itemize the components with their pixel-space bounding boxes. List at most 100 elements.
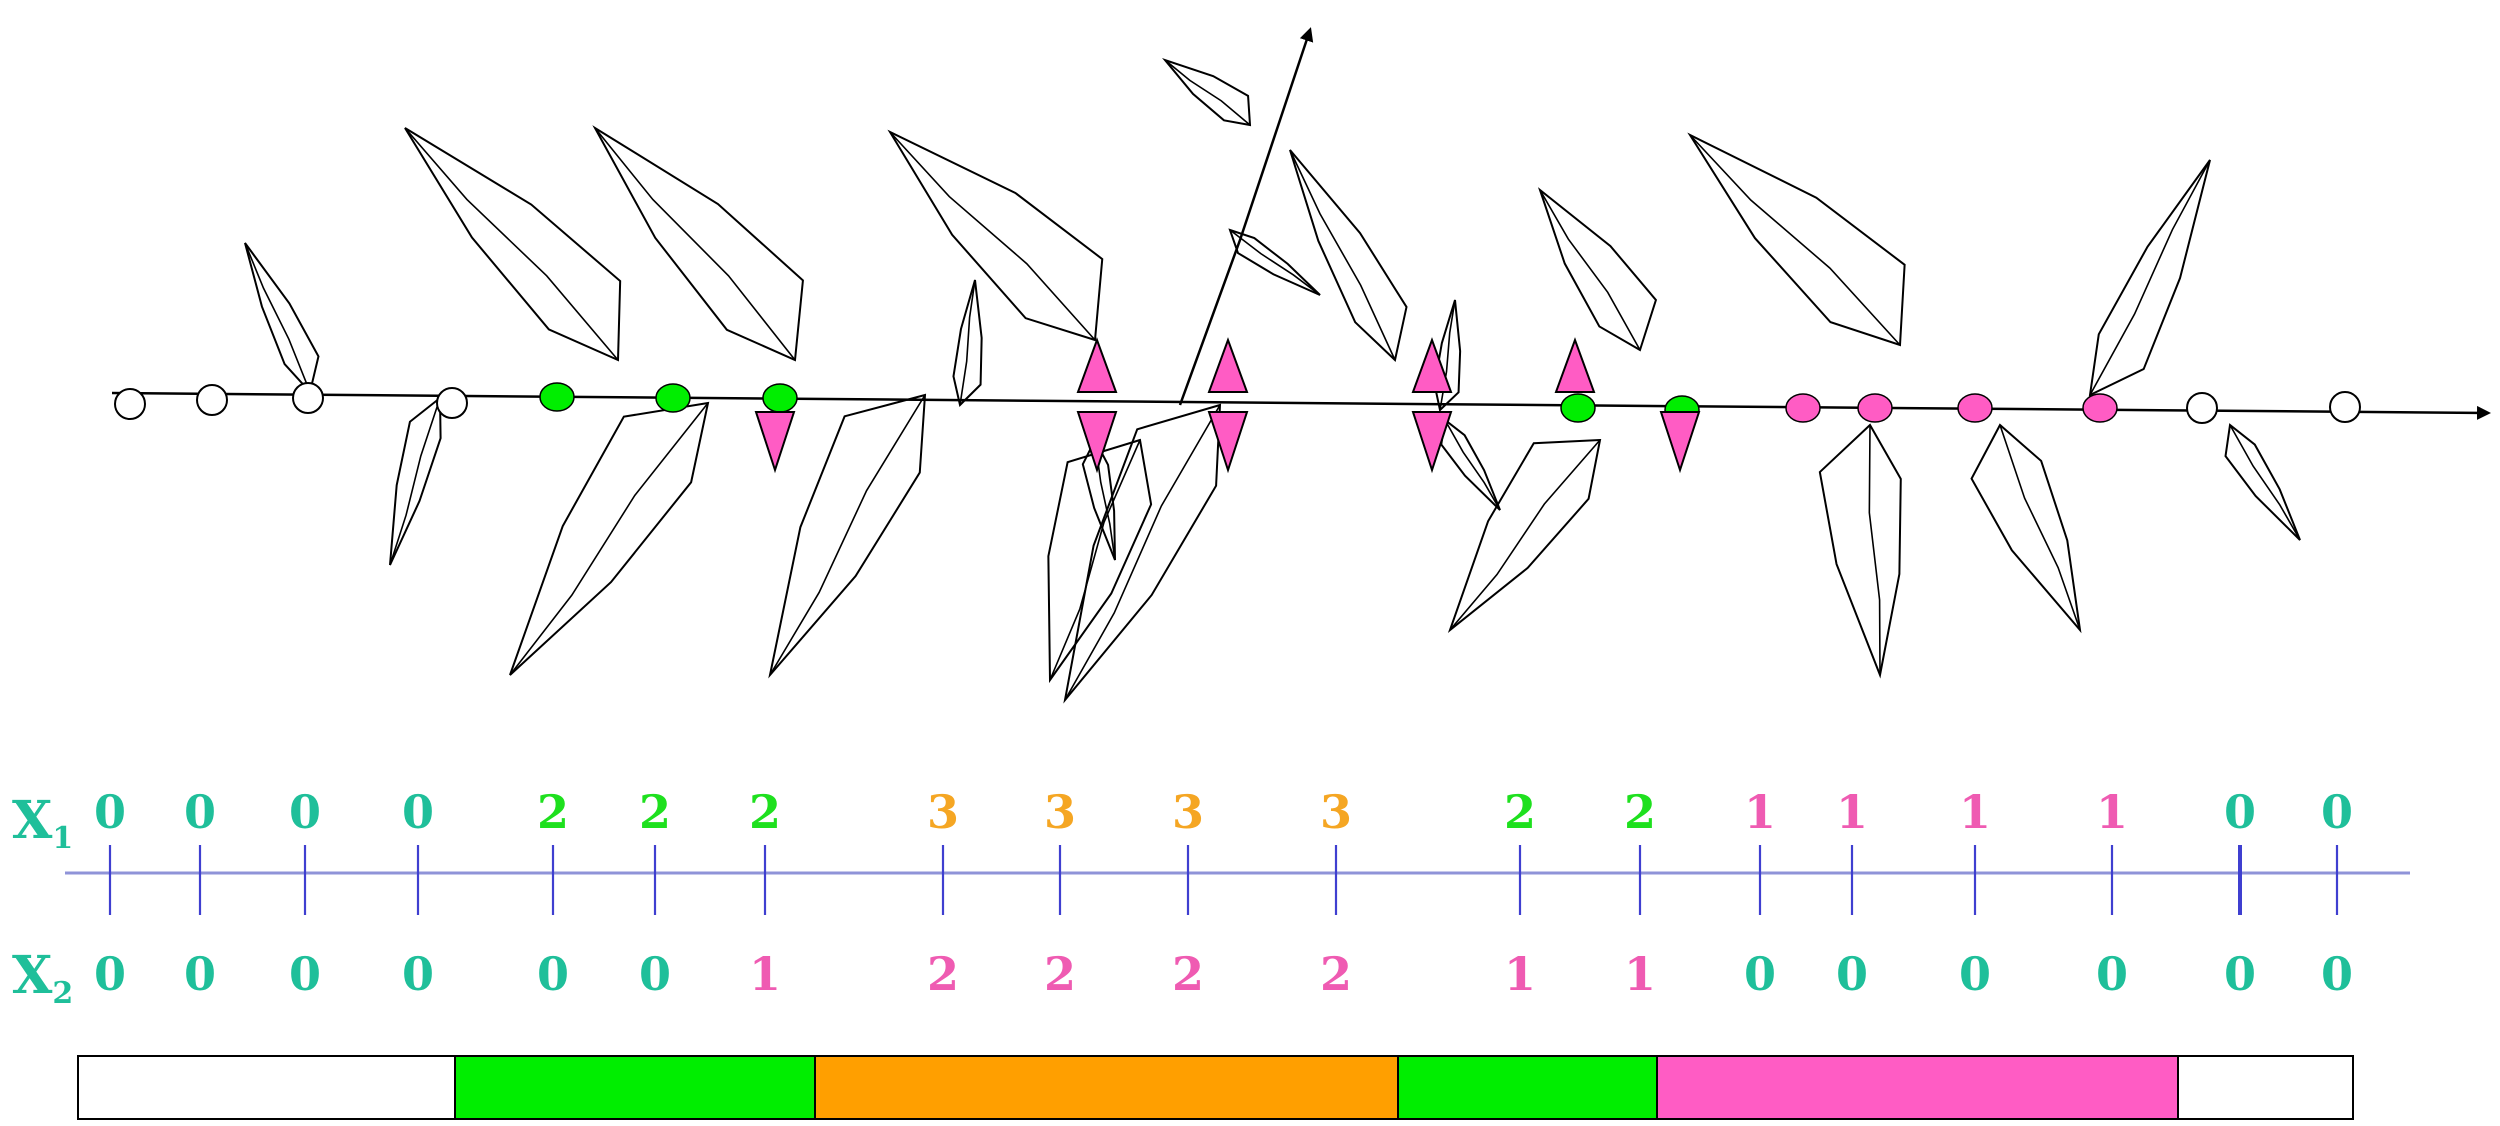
zone-segment-6 <box>2177 1055 2354 1120</box>
empty-node-4 <box>436 387 468 419</box>
shoot-illustration <box>111 27 2491 704</box>
pink-node-1 <box>1785 393 1821 423</box>
leaf-1-midrib <box>244 242 311 393</box>
empty-node-3 <box>292 382 324 414</box>
pink-node-3 <box>1957 393 1993 423</box>
x2-code-value: 1 <box>1624 947 1656 1001</box>
leaf-11-midrib <box>1164 59 1251 126</box>
leaf-outlines <box>244 57 2301 704</box>
leaf-22 <box>1970 423 2082 634</box>
leaf-21-midrib <box>2089 159 2211 396</box>
x2-code-value: 2 <box>1044 947 1076 1001</box>
x1-code-value: 2 <box>1504 785 1536 839</box>
leaf-2-midrib <box>389 397 441 566</box>
leaf-7 <box>887 129 1104 342</box>
x1-label-main: X <box>12 790 53 851</box>
zone-segment-3 <box>814 1055 1399 1120</box>
x2-code-value: 2 <box>1320 947 1352 1001</box>
x1-row-label: X1 <box>12 790 73 856</box>
leaf-4 <box>509 401 710 676</box>
x2-code-value: 2 <box>927 947 959 1001</box>
x1-code-value: 0 <box>2321 785 2353 839</box>
leaf-21 <box>2088 159 2211 397</box>
x2-code-value: 0 <box>289 947 321 1001</box>
leaf-19-midrib <box>1689 134 1901 346</box>
leaf-8-midrib <box>959 279 976 406</box>
x1-code-value: 3 <box>1172 785 1204 839</box>
zone-segment-2 <box>454 1055 816 1120</box>
pink-up-triangle-4 <box>1554 337 1596 393</box>
x1-code-value: 1 <box>1836 785 1868 839</box>
leaf-1 <box>244 242 320 395</box>
leaf-5-midrib <box>594 127 796 361</box>
x1-code-value: 2 <box>537 785 569 839</box>
pink-node-4 <box>2082 393 2118 423</box>
leaf-7-midrib <box>889 131 1096 341</box>
x2-code-value: 0 <box>2096 947 2128 1001</box>
leaf-6-midrib <box>769 394 926 676</box>
leaf-16 <box>1440 418 1501 511</box>
pink-down-triangle-1 <box>754 411 796 474</box>
x1-code-value: 0 <box>94 785 126 839</box>
x1-code-value: 3 <box>1044 785 1076 839</box>
leaf-16-midrib <box>1444 419 1501 511</box>
x2-row-label: X2 <box>12 945 73 1011</box>
leaf-18-midrib <box>1449 439 1601 631</box>
leaf-13-midrib <box>1064 404 1221 701</box>
empty-node-6 <box>2329 391 2361 423</box>
pink-down-triangle-4 <box>1411 411 1453 474</box>
leaf-23 <box>2224 423 2301 541</box>
leaf-20 <box>1818 423 1902 679</box>
x1-code-value: 1 <box>2096 785 2128 839</box>
pink-up-triangle-1 <box>1076 337 1118 393</box>
green-node-4 <box>1560 393 1596 423</box>
leaf-22-midrib <box>1999 424 2081 631</box>
x2-code-value: 1 <box>1504 947 1536 1001</box>
x2-label-sub: 2 <box>52 976 73 1011</box>
x1-code-value: 1 <box>1744 785 1776 839</box>
pink-node-2 <box>1857 393 1893 423</box>
x2-label-main: X <box>12 945 53 1006</box>
x2-code-value: 0 <box>2321 947 2353 1001</box>
zone-bar <box>77 1055 2354 1120</box>
green-node-3 <box>762 383 798 413</box>
x1-code-value: 1 <box>1959 785 1991 839</box>
empty-node-1 <box>114 388 146 420</box>
svg-text:X2: X2 <box>12 945 73 1011</box>
leaf-14-midrib <box>1289 149 1396 361</box>
x1-code-value: 0 <box>2224 785 2256 839</box>
pink-down-triangle-3 <box>1207 411 1249 474</box>
x2-code-value: 0 <box>639 947 671 1001</box>
x2-code-value: 0 <box>2224 947 2256 1001</box>
pink-down-triangle-2 <box>1076 411 1118 474</box>
leaf-5 <box>592 125 804 362</box>
leaf-17-midrib <box>1539 189 1641 351</box>
x1-code-value: 0 <box>402 785 434 839</box>
leaf-9-midrib <box>1049 439 1141 681</box>
x2-code-value: 0 <box>1836 947 1868 1001</box>
x2-code-value: 0 <box>402 947 434 1001</box>
pink-down-triangle-5 <box>1659 411 1701 474</box>
svg-text:X1: X1 <box>12 790 73 856</box>
zone-segment-4 <box>1397 1055 1658 1120</box>
leaf-23-midrib <box>2229 424 2301 541</box>
x1-code-value: 0 <box>289 785 321 839</box>
zone-segment-1 <box>77 1055 456 1120</box>
node-markers <box>114 337 2361 474</box>
leaf-12-midrib <box>1229 229 1321 296</box>
x2-code-value: 0 <box>1959 947 1991 1001</box>
code-columns: 0 0 0 0 0 0 0 0 2 0 2 0 2 1 3 2 3 2 3 2 3 2 2 1 2 1 1 0 1 0 1 0 1 0 0 0 0 0 <box>94 785 2353 1001</box>
leaf-15-midrib <box>1439 299 1456 411</box>
leaf-20-midrib <box>1868 424 1881 676</box>
x2-code-value: 0 <box>1744 947 1776 1001</box>
x2-code-value: 1 <box>749 947 781 1001</box>
x2-code-value: 0 <box>184 947 216 1001</box>
green-node-2 <box>655 383 691 413</box>
leaf-18 <box>1447 438 1602 633</box>
green-node-1 <box>539 382 575 412</box>
leaf-4-midrib <box>509 402 709 676</box>
leaf-14 <box>1289 149 1408 362</box>
x1-code-value: 2 <box>1624 785 1656 839</box>
leaf-17 <box>1537 187 1658 352</box>
